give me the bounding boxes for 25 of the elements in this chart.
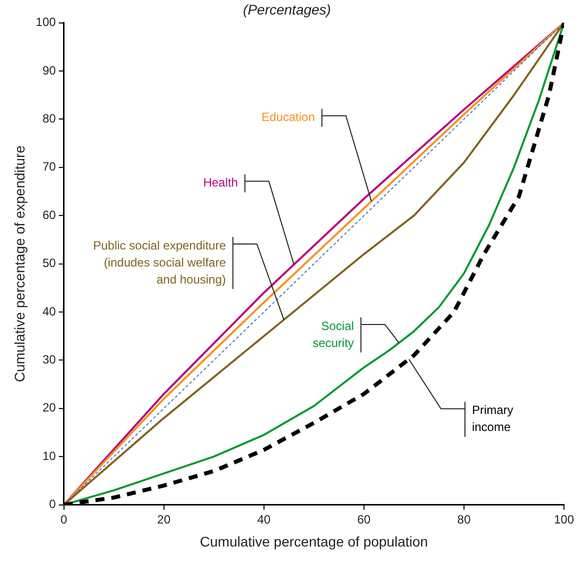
series-label: Social security [312, 318, 354, 350]
y-tick-label: 50 [42, 256, 56, 270]
y-tick-label: 80 [42, 112, 56, 126]
x-axis-title: Cumulative percentage of population [200, 533, 428, 550]
y-tick-label: 60 [42, 208, 56, 222]
x-tick-label: 100 [554, 512, 574, 526]
y-tick-label: 70 [42, 160, 56, 174]
y-tick-label: 0 [49, 497, 56, 512]
text: Health [203, 176, 238, 190]
y-axis-title: Cumulative percentage of expenditure [11, 145, 28, 382]
text: Education [262, 110, 315, 124]
chart-title: (Percentages) [243, 1, 331, 18]
text: Public social expenditure (indudes social welfare and housing) [93, 238, 226, 286]
text: Primary income [472, 403, 514, 434]
y-tick-label: 20 [42, 400, 56, 415]
y-tick-label: 90 [42, 63, 56, 78]
y-tick-label: 30 [42, 352, 56, 367]
x-tick-label: 20 [157, 512, 171, 526]
y-tick-label: 100 [36, 15, 56, 30]
x-tick-label: 80 [457, 512, 471, 526]
y-tick-label: 40 [42, 304, 56, 318]
y-tick-label: 10 [42, 448, 56, 463]
x-tick-label: 40 [257, 512, 271, 526]
x-tick-label: 60 [357, 512, 371, 526]
x-tick-label: 0 [60, 512, 68, 526]
